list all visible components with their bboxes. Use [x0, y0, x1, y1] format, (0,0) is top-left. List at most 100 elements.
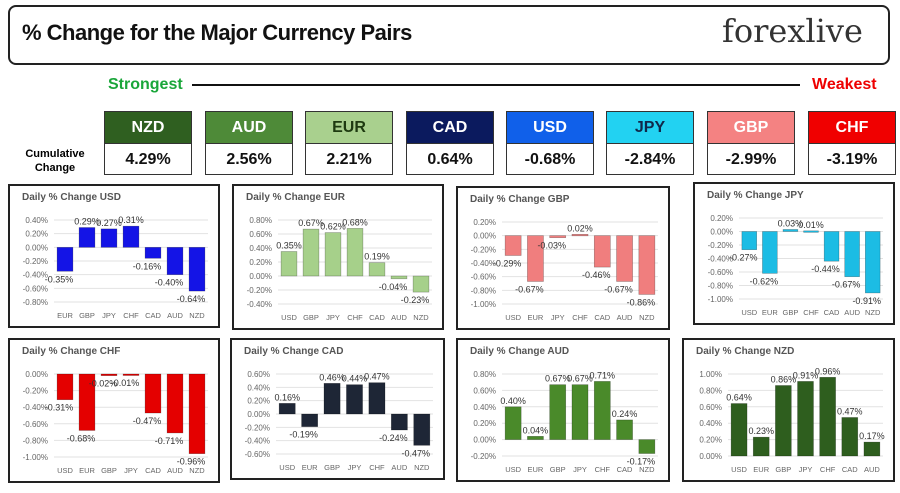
data-label: 0.68% [342, 217, 368, 227]
x-tick-label: AUD [844, 308, 860, 317]
x-tick-label: NZD [189, 311, 205, 320]
x-tick-label: CHF [820, 465, 836, 474]
bar-cad [823, 231, 840, 262]
x-tick-label: CAD [842, 465, 858, 474]
x-tick-label: EUR [762, 308, 778, 317]
chart-jpy: Daily % Change JPY -1.00% -0.80% -0.60% -0.4… [693, 182, 895, 325]
y-tick-label: -0.40% [23, 271, 48, 280]
data-label: -0.47% [402, 448, 431, 458]
data-label: 0.31% [118, 215, 144, 225]
chart-cad: Daily % Change CAD -0.60% -0.40% -0.20% 0.00… [230, 338, 445, 480]
x-tick-label: CHF [572, 313, 588, 322]
bar-usd [504, 406, 522, 440]
data-label: 0.35% [276, 241, 302, 251]
bar-aud [166, 247, 184, 275]
x-tick-label: GBP [101, 466, 117, 475]
y-tick-label: -0.60% [23, 284, 48, 293]
chart-chf: Daily % Change CHF -1.00% -0.80% -0.60% -0.4… [8, 338, 220, 483]
data-label: 0.67% [298, 218, 324, 228]
cumulative-change-label: Cumulative Change [25, 148, 85, 174]
y-tick-label: 0.40% [247, 383, 270, 392]
data-label: 0.29% [74, 217, 100, 227]
bar-nzd [188, 373, 206, 454]
y-tick-label: -0.40% [471, 259, 496, 268]
bar-eur [301, 413, 319, 427]
bar-eur [752, 436, 770, 457]
bar-aud [166, 373, 184, 434]
y-tick-label: -0.60% [708, 268, 733, 277]
forexlive-logo: forexlive [722, 12, 863, 50]
bar-chf [803, 230, 819, 233]
currency-box-gbp: GBP -2.99% [707, 111, 795, 175]
cumulative-value: 0.64% [427, 151, 473, 168]
chart-title: Daily % Change EUR [246, 192, 345, 203]
data-label: -0.19% [289, 430, 318, 440]
y-tick-label: 0.40% [473, 403, 496, 412]
y-tick-label: -0.80% [23, 298, 48, 307]
chart-gbp: Daily % Change GBP -1.00% -0.80% -0.60% -0.4… [456, 186, 670, 330]
y-tick-label: -0.20% [23, 387, 48, 396]
strength-scale-line [192, 84, 800, 86]
bar-chf [571, 233, 589, 237]
bar-eur [762, 231, 778, 274]
y-tick-label: 0.00% [25, 243, 48, 252]
x-tick-label: EUR [79, 466, 95, 475]
bar-eur [527, 235, 544, 282]
bar-cad [144, 247, 162, 259]
bar-cad [593, 235, 611, 268]
data-label: -0.27% [729, 253, 758, 263]
bar-jpy [122, 373, 140, 376]
currency-box-usd: USD -0.68% [506, 111, 594, 175]
data-label: 0.27% [96, 218, 122, 228]
bar-nzd [638, 439, 656, 454]
data-label: 0.04% [523, 425, 549, 435]
x-tick-label: CHF [803, 308, 819, 317]
data-label: -0.03% [537, 241, 566, 251]
bar-gbp [775, 385, 792, 457]
data-label: -0.02% [89, 379, 118, 389]
data-label: -0.23% [401, 295, 430, 305]
data-label: -0.67% [832, 280, 861, 290]
x-tick-label: JPY [102, 311, 116, 320]
bar-usd [741, 231, 757, 251]
y-tick-label: -0.60% [245, 450, 270, 459]
x-tick-label: NZD [639, 313, 655, 322]
currency-box-nzd: NZD 4.29% [104, 111, 192, 175]
currency-box-jpy: JPY -2.84% [606, 111, 694, 175]
y-tick-label: -0.40% [245, 437, 270, 446]
bar-gbp [78, 227, 96, 248]
bar-usd [278, 403, 296, 415]
y-tick-label: 0.20% [249, 258, 272, 267]
y-tick-label: 0.80% [699, 386, 722, 395]
data-label: 0.16% [274, 392, 300, 402]
data-label: 0.03% [778, 218, 804, 228]
x-tick-label: GBP [783, 308, 799, 317]
chart-eur: Daily % Change EUR -0.40% -0.20% 0.00% 0.20%… [232, 184, 444, 330]
y-tick-label: -0.20% [471, 452, 496, 461]
bar-chf [122, 225, 140, 248]
bar-nzd [413, 413, 431, 446]
x-tick-label: EUR [528, 313, 544, 322]
x-tick-label: AUD [391, 313, 407, 322]
data-label: -0.40% [155, 278, 184, 288]
x-tick-label: JPY [551, 313, 565, 322]
x-tick-label: NZD [413, 313, 429, 322]
data-label: 0.86% [771, 374, 797, 384]
y-tick-label: 0.80% [473, 370, 496, 379]
y-tick-label: -0.40% [708, 255, 733, 264]
x-tick-label: USD [505, 313, 521, 322]
page-title: % Change for the Major Currency Pairs [22, 20, 412, 45]
x-tick-label: USD [731, 465, 747, 474]
y-tick-label: -0.20% [471, 245, 496, 254]
data-label: 0.46% [319, 372, 345, 382]
bar-chf [346, 228, 364, 277]
y-tick-label: -0.20% [247, 286, 272, 295]
bar-eur [78, 373, 96, 431]
data-label: 0.71% [590, 370, 616, 380]
data-label: -0.71% [155, 436, 184, 446]
bar-jpy [346, 384, 363, 415]
data-label: -0.16% [133, 261, 162, 271]
bar-eur [56, 247, 74, 272]
chart-title: Daily % Change USD [22, 192, 121, 203]
x-tick-label: JPY [573, 465, 587, 474]
